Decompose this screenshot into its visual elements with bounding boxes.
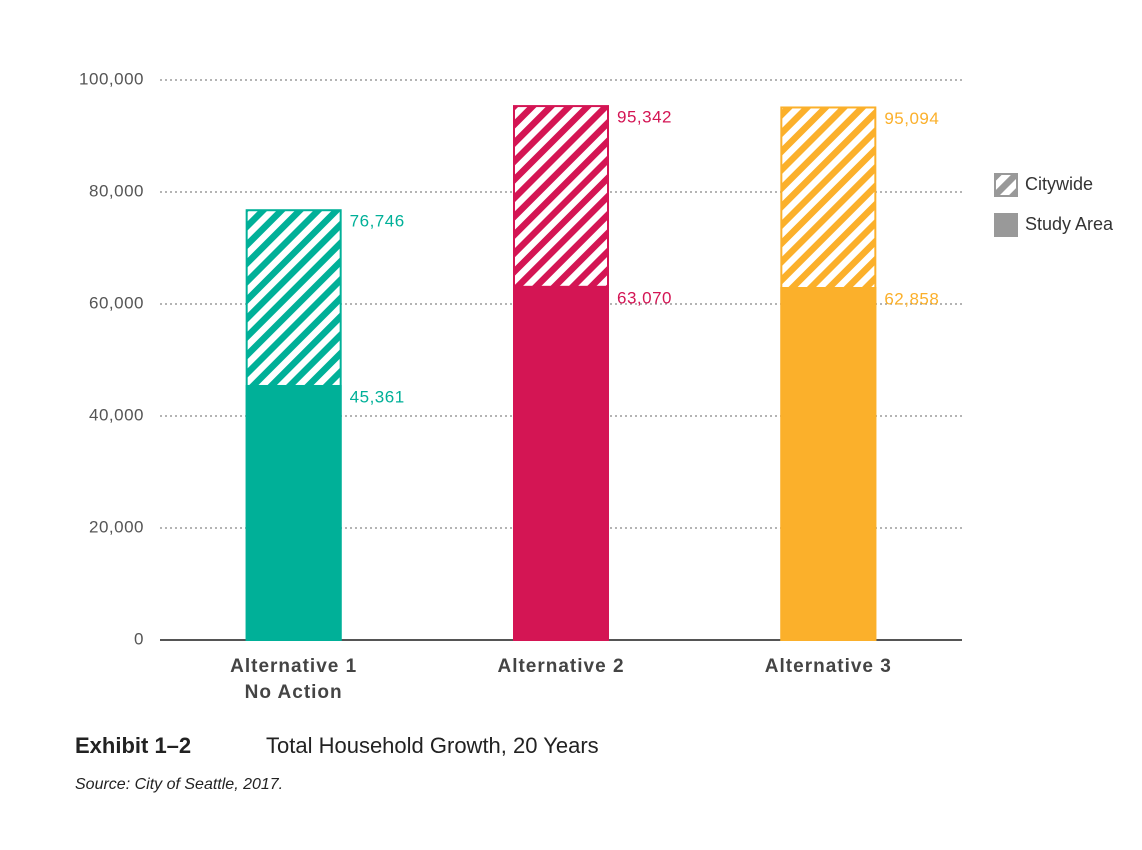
value-label: 95,094 — [884, 109, 939, 128]
x-tick-label: Alternative 3 — [764, 656, 892, 677]
value-label: 63,070 — [617, 288, 672, 307]
value-label: 95,342 — [617, 108, 672, 127]
y-tick-label: 40,000 — [89, 405, 144, 424]
legend-swatch — [994, 213, 1018, 237]
bar — [513, 285, 609, 641]
legend-swatch — [994, 173, 1018, 197]
x-tick-label: Alternative 2 — [497, 656, 625, 677]
y-tick-label: 60,000 — [89, 293, 144, 312]
bar — [245, 384, 342, 641]
bar — [780, 286, 877, 641]
value-label: 62,858 — [884, 289, 939, 308]
y-tick-label: 0 — [134, 629, 144, 648]
y-tick-label: 100,000 — [79, 69, 144, 88]
legend-label: Citywide — [1025, 174, 1093, 194]
source: Source: City of Seattle, 2017. — [75, 776, 284, 793]
legend-label: Study Area — [1025, 214, 1114, 234]
chart-title: Total Household Growth, 20 Years — [266, 733, 599, 758]
value-label: 45,361 — [350, 387, 405, 406]
x-tick-label: Alternative 1 No Action — [230, 656, 358, 703]
y-tick-label: 20,000 — [89, 517, 144, 536]
exhibit-label: Exhibit 1–2 — [75, 733, 192, 758]
value-label: 76,746 — [350, 212, 405, 231]
y-tick-label: 80,000 — [89, 181, 144, 200]
